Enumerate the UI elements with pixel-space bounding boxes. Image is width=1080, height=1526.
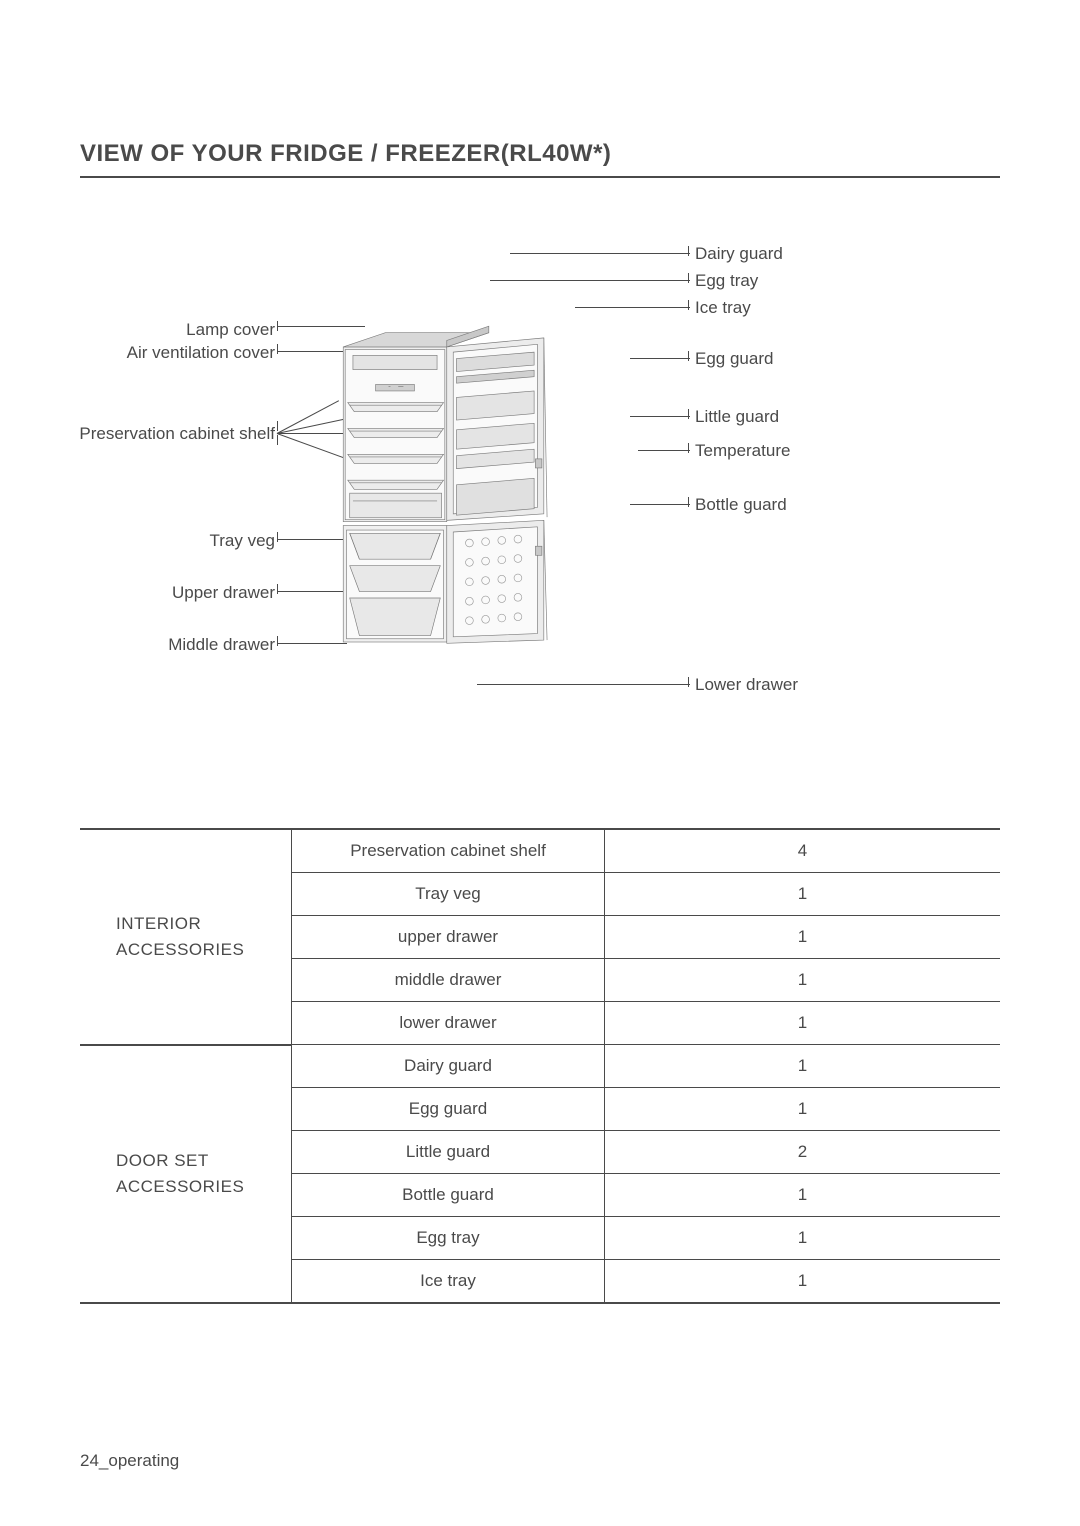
label-temperature: Temperature	[695, 441, 790, 461]
qty-cell: 4	[604, 829, 1000, 873]
label-tray-veg: Tray veg	[209, 531, 275, 551]
label-egg-guard: Egg guard	[695, 349, 773, 369]
fridge-diagram: Lamp cover Air ventilation cover Preserv…	[80, 238, 1000, 768]
table-row: INTERIOR ACCESSORIES Preservation cabine…	[80, 829, 1000, 873]
label-upper-drawer: Upper drawer	[172, 583, 275, 603]
label-pres-shelf: Preservation cabinet shelf	[79, 424, 275, 444]
fridge-illustration	[340, 238, 560, 738]
category-doorset: DOOR SET ACCESSORIES	[80, 1045, 292, 1304]
label-dairy-guard: Dairy guard	[695, 244, 783, 264]
page-title: VIEW OF YOUR FRIDGE / FREEZER(RL40W*)	[80, 140, 1000, 178]
table-row: DOOR SET ACCESSORIES Dairy guard1	[80, 1045, 1000, 1088]
label-middle-drawer: Middle drawer	[168, 635, 275, 655]
label-ice-tray: Ice tray	[695, 298, 751, 318]
label-lower-drawer: Lower drawer	[695, 675, 798, 695]
accessories-table: INTERIOR ACCESSORIES Preservation cabine…	[80, 828, 1000, 1304]
label-lamp-cover: Lamp cover	[186, 320, 275, 340]
label-bottle-guard: Bottle guard	[695, 495, 787, 515]
label-little-guard: Little guard	[695, 407, 779, 427]
page-footer: 24_operating	[80, 1451, 179, 1471]
category-interior: INTERIOR ACCESSORIES	[80, 829, 292, 1045]
item-cell: Preservation cabinet shelf	[292, 829, 605, 873]
label-egg-tray: Egg tray	[695, 271, 758, 291]
label-air-vent: Air ventilation cover	[127, 343, 275, 363]
